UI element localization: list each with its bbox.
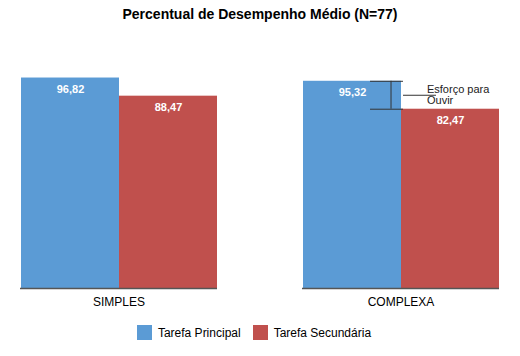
svg-text:82,47: 82,47: [437, 114, 465, 126]
svg-text:COMPLEXA: COMPLEXA: [368, 295, 435, 309]
svg-text:SIMPLES: SIMPLES: [93, 295, 145, 309]
svg-text:Esforço paraOuvir: Esforço paraOuvir: [427, 83, 490, 106]
html-text:Percentual de Desempenho Médio: Percentual de Desempenho Médio (N=77): [122, 6, 398, 22]
svg-text:88,47: 88,47: [155, 101, 183, 113]
svg-text:95,32: 95,32: [339, 86, 367, 98]
svg-text:96,82: 96,82: [57, 83, 85, 95]
html-text:Tarefa Secundária: Tarefa Secundária: [273, 325, 372, 340]
html-text:Tarefa Principal: Tarefa Principal: [157, 325, 241, 340]
